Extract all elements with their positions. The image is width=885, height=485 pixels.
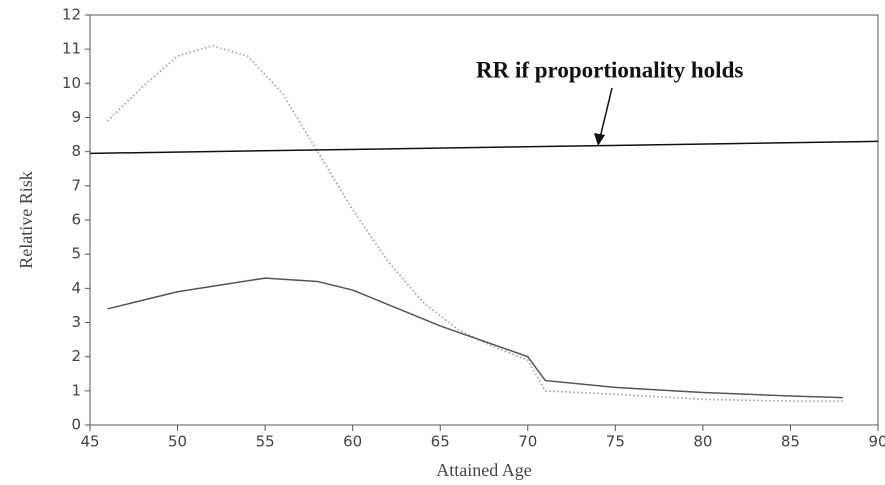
x-tick-label: 55 [256,433,275,451]
x-tick-label: 90 [868,433,885,451]
x-tick-label: 70 [518,433,537,451]
y-tick-label: 11 [62,40,81,58]
y-tick-label: 0 [71,416,81,434]
y-tick-label: 10 [62,74,81,92]
x-tick-label: 65 [431,433,450,451]
x-tick-label: 80 [693,433,712,451]
line [107,277,844,399]
annotation-arrow [599,87,613,139]
y-tick-label: 9 [71,108,81,126]
y-tick-label: 8 [71,142,81,160]
y-axis-title: Relative Risk [16,171,36,269]
y-tick-label: 5 [71,245,81,263]
y-tick-label: 4 [71,279,81,297]
y-tick-label: 12 [62,6,81,24]
y-tick-label: 2 [71,347,81,365]
annotation: RR if proportionality holds [476,57,743,82]
y-tick-label: 7 [71,176,81,194]
x-tick-label: 75 [606,433,625,451]
x-axis-title: Attained Age [436,460,531,480]
x-tick-label: 45 [80,433,99,451]
y-tick-label: 6 [71,211,81,229]
y-tick-label: 3 [71,313,81,331]
arrow-head [594,133,605,146]
line [106,44,843,402]
x-tick-label: 60 [343,433,362,451]
x-tick-label: 50 [168,433,187,451]
line [89,140,879,155]
y-tick-label: 1 [71,381,81,399]
x-tick-label: 85 [781,433,800,451]
